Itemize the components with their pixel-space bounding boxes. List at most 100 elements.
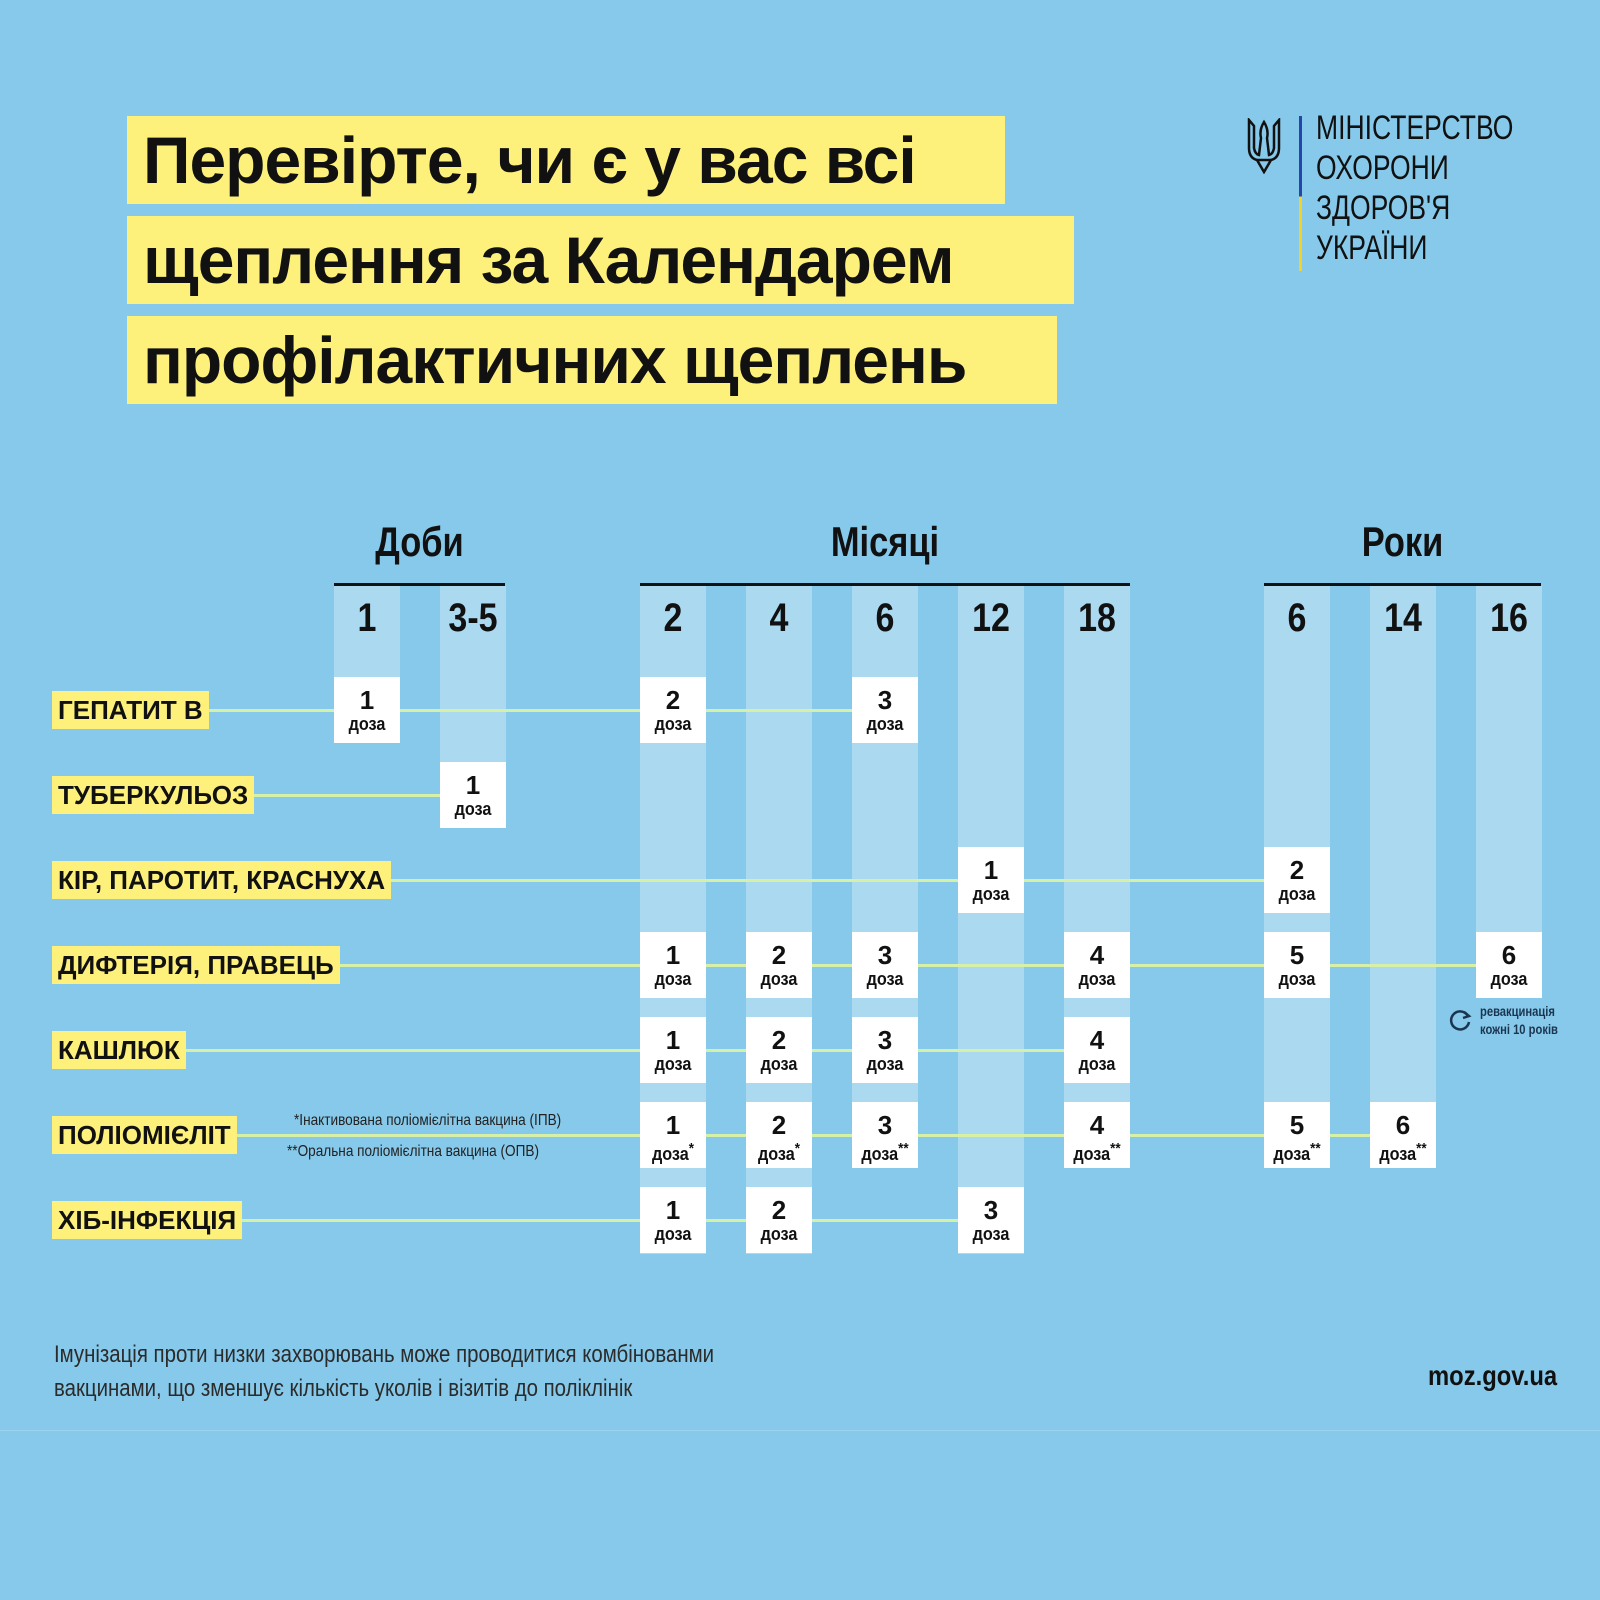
trident-icon	[1247, 118, 1281, 174]
dose-box: 6 доза**	[1370, 1102, 1436, 1168]
dose-number: 2	[771, 1110, 787, 1140]
dose-word: доза*	[643, 1139, 702, 1164]
dose-number: 3	[877, 940, 893, 970]
dose-number: 2	[771, 1025, 787, 1055]
group-label-days: Доби	[375, 518, 464, 565]
ministry-name-line: МІНІСТЕРСТВО	[1316, 109, 1514, 147]
dose-number: 3	[877, 1025, 893, 1055]
disease-label-polio: ПОЛІОМІЄЛІТ	[52, 1116, 237, 1154]
dose-word: доза	[1490, 969, 1528, 989]
dose-word: доза	[866, 714, 904, 734]
dose-word: доза	[1078, 969, 1116, 989]
dose-box: 2 доза	[640, 677, 706, 743]
dose-word: доза	[866, 1054, 904, 1074]
dose-box: 2 доза	[1264, 847, 1330, 913]
revaccination-cycle-icon	[1449, 1010, 1472, 1031]
dose-word-text: доза	[757, 1144, 795, 1164]
dose-box: 2 доза	[746, 932, 812, 998]
column-year-16	[1476, 586, 1542, 998]
footnote-ipv: *Інактивована поліомієлітна вакцина (ІПВ…	[294, 1112, 562, 1129]
row-line-hepb	[185, 709, 917, 712]
dose-box: 3 доза**	[852, 1102, 918, 1168]
dose-word: доза	[972, 884, 1010, 904]
row-line-hib	[218, 1219, 1008, 1222]
disease-label-hepb: ГЕПАТИТ В	[52, 691, 209, 729]
revaccination-note: ревакцинація кожні 10 років	[1480, 1002, 1558, 1038]
dose-word: доза	[1078, 1054, 1116, 1074]
dose-word: доза	[654, 1054, 692, 1074]
dose-number: 5	[1289, 1110, 1305, 1140]
column-label: 3-5	[448, 596, 498, 640]
dose-number: 2	[771, 940, 787, 970]
dose-box: 3 доза	[958, 1187, 1024, 1253]
dose-word-text: доза	[1073, 1144, 1111, 1164]
dose-box: 5 доза**	[1264, 1102, 1330, 1168]
revaccination-line: ревакцинація	[1480, 1003, 1555, 1019]
dose-word: доза	[654, 1224, 692, 1244]
dose-number: 4	[1089, 1025, 1105, 1055]
footnote-mark: **	[1110, 1140, 1121, 1157]
revaccination-line: кожні 10 років	[1480, 1021, 1558, 1037]
column-label: 1	[357, 596, 377, 640]
dose-box: 4 доза**	[1064, 1102, 1130, 1168]
dose-box: 2 доза	[746, 1187, 812, 1253]
title-line-1: Перевірте, чи є у вас всі	[127, 116, 1005, 204]
dose-number: 4	[1089, 1110, 1105, 1140]
ministry-name-line: ОХОРОНИ	[1316, 149, 1449, 187]
dose-box: 2 доза*	[746, 1102, 812, 1168]
dose-word: доза	[866, 969, 904, 989]
title-line-3: профілактичних щеплень	[127, 316, 1057, 404]
dose-number: 2	[1289, 855, 1305, 885]
dose-word: доза**	[855, 1139, 914, 1164]
dose-word-text: доза	[1379, 1144, 1417, 1164]
dose-number: 3	[877, 685, 893, 715]
dose-box: 6 доза	[1476, 932, 1542, 998]
dose-box: 3 доза	[852, 677, 918, 743]
footnote-mark: *	[794, 1140, 801, 1157]
dose-box: 4 доза	[1064, 932, 1130, 998]
dose-word: доза	[760, 1054, 798, 1074]
logo-divider	[1299, 116, 1302, 271]
footnote-opv: **Оральна поліомієлітна вакцина (ОПВ)	[287, 1143, 539, 1160]
disease-label-mmr: КІР, ПАРОТИТ, КРАСНУХА	[52, 861, 392, 899]
dose-number: 3	[877, 1110, 893, 1140]
dose-number: 1	[665, 940, 681, 970]
website-link[interactable]: moz.gov.ua	[1428, 1360, 1558, 1391]
dose-box: 1 доза*	[640, 1102, 706, 1168]
disease-label-tb: ТУБЕРКУЛЬОЗ	[52, 776, 255, 814]
column-label: 6	[1287, 596, 1307, 640]
dose-word: доза**	[1267, 1139, 1326, 1164]
footnote-mark: **	[1416, 1140, 1427, 1157]
column-label: 4	[769, 596, 789, 640]
note-line: вакцинами, що зменшує кількість уколів і…	[54, 1375, 633, 1402]
dose-box: 1 доза	[640, 932, 706, 998]
dose-word: доза	[760, 969, 798, 989]
disease-label-dt: ДИФТЕРІЯ, ПРАВЕЦЬ	[52, 946, 340, 984]
dose-box: 4 доза	[1064, 1017, 1130, 1083]
footnote-mark: **	[898, 1140, 909, 1157]
dose-word: доза	[760, 1224, 798, 1244]
dose-number: 1	[665, 1025, 681, 1055]
dose-number: 1	[665, 1195, 681, 1225]
column-day-1	[334, 586, 400, 686]
column-label: 18	[1078, 596, 1116, 640]
dose-number: 1	[665, 1110, 681, 1140]
dose-word-text: доза	[861, 1144, 899, 1164]
row-line-polio	[218, 1134, 1418, 1137]
dose-number: 3	[983, 1195, 999, 1225]
group-rule-days	[334, 583, 505, 586]
dose-number: 4	[1089, 940, 1105, 970]
dose-number: 1	[359, 685, 375, 715]
dose-box: 1 доза	[640, 1017, 706, 1083]
disease-label-hib: ХІБ-ІНФЕКЦІЯ	[52, 1201, 243, 1239]
column-label: 14	[1384, 596, 1422, 640]
dose-number: 2	[665, 685, 681, 715]
dose-number: 2	[771, 1195, 787, 1225]
column-year-14	[1370, 586, 1436, 1168]
dose-box: 1 доза	[958, 847, 1024, 913]
group-label-years: Роки	[1361, 518, 1444, 565]
column-label: 12	[972, 596, 1010, 640]
ministry-name: МІНІСТЕРСТВО ОХОРОНИ ЗДОРОВ'Я УКРАЇНИ	[1316, 108, 1513, 268]
dose-box: 1 доза	[640, 1187, 706, 1253]
column-label: 16	[1490, 596, 1528, 640]
